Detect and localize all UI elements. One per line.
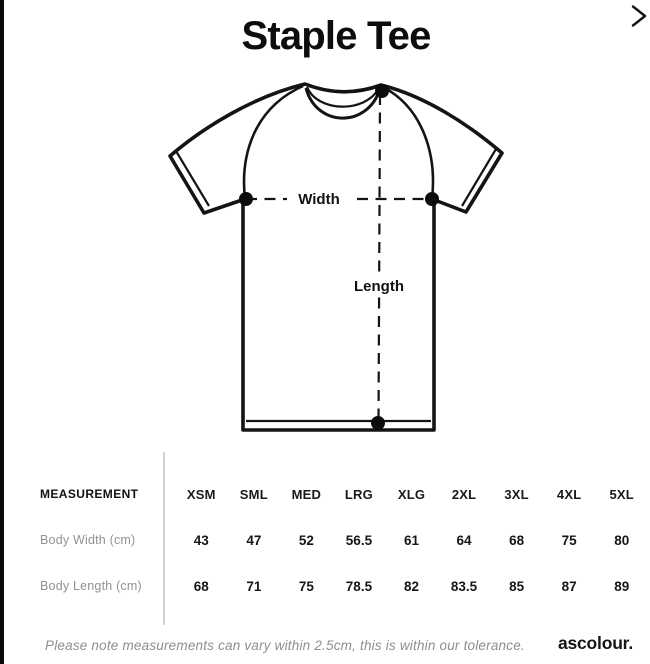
chevron-right-icon — [631, 5, 646, 27]
hem-measure-dot — [371, 416, 385, 430]
body-length-xlg: 82 — [403, 578, 419, 594]
collar-band-top — [305, 86, 380, 108]
body-length-lrg: 78.5 — [345, 578, 373, 594]
size-header-4xl: 4XL — [556, 486, 582, 502]
row-label-body-width: Body Width (cm) — [40, 533, 136, 547]
length-label-mask — [350, 275, 408, 296]
size-header-sml: SML — [239, 486, 268, 502]
left-cuff-stitch-line — [175, 150, 210, 207]
brand-logo: ascolour. — [557, 633, 633, 653]
left-armpit-measure-dot — [239, 192, 253, 206]
row-label-body-length: Body Length (cm) — [40, 579, 142, 593]
page-title: Staple Tee — [241, 14, 431, 58]
size-header-xsm: XSM — [186, 486, 216, 502]
width-label-mask — [287, 188, 351, 209]
body-width-5xl: 80 — [614, 532, 630, 548]
body-length-4xl: 87 — [561, 578, 577, 594]
size-chart-table: MEASUREMENT XSM SML MED LRG XLG 2XL 3XL … — [40, 471, 648, 609]
body-length-sml: 71 — [246, 578, 262, 594]
width-label: Width — [298, 191, 340, 208]
neck-measure-dot — [375, 84, 389, 98]
body-width-3xl: 68 — [509, 532, 525, 548]
body-width-sml: 47 — [246, 532, 262, 548]
tolerance-note: Please note measurements can vary within… — [45, 638, 525, 653]
left-armhole-seam — [242, 84, 304, 200]
next-chevron-button[interactable] — [627, 2, 650, 30]
size-header-xlg: XLG — [397, 486, 426, 502]
size-header-3xl: 3XL — [504, 486, 529, 502]
body-width-4xl: 75 — [561, 532, 577, 548]
tshirt-diagram: Width Length — [168, 82, 504, 432]
left-edge-bar — [0, 0, 4, 664]
body-length-xsm: 68 — [193, 578, 209, 594]
tshirt-outline — [168, 82, 504, 432]
body-length-2xl: 83.5 — [450, 578, 478, 594]
body-length-3xl: 85 — [509, 578, 525, 594]
measurement-column-header: MEASUREMENT — [40, 487, 139, 501]
body-width-lrg: 56.5 — [345, 532, 373, 548]
right-cuff-stitch-line — [461, 148, 497, 207]
size-header-lrg: LRG — [344, 486, 373, 502]
body-width-med: 52 — [298, 532, 314, 548]
size-header-med: MED — [291, 486, 322, 502]
collar-band-bottom — [304, 87, 382, 120]
table-divider — [163, 452, 165, 625]
size-header-5xl: 5XL — [609, 486, 634, 502]
body-width-xsm: 43 — [193, 532, 209, 548]
right-armhole-seam — [382, 85, 435, 200]
body-width-2xl: 64 — [456, 532, 472, 548]
right-armpit-measure-dot — [425, 192, 439, 206]
body-length-5xl: 89 — [614, 578, 630, 594]
body-length-med: 75 — [298, 578, 314, 594]
body-width-xlg: 61 — [403, 532, 419, 548]
size-header-2xl: 2XL — [451, 486, 477, 502]
length-label: Length — [354, 278, 404, 295]
